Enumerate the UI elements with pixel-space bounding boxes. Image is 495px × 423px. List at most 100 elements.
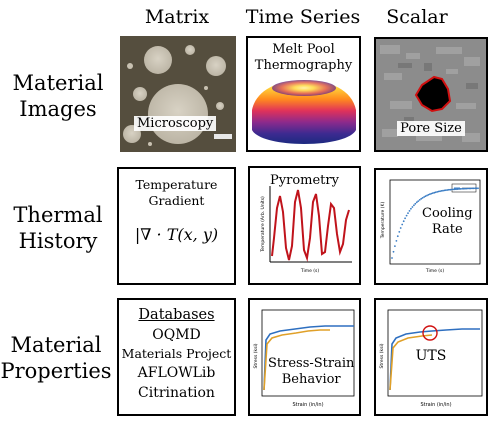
pyrometry-cell: Temperature (Arb. Units) Time (s) Pyrome…	[248, 166, 361, 285]
cooling-point	[449, 188, 452, 191]
cooling-point	[405, 214, 408, 217]
cooling-point	[423, 196, 425, 198]
cooling-point	[440, 190, 443, 192]
database-oqmd: OQMD	[152, 327, 201, 343]
row-label-line: History	[18, 229, 98, 253]
uts-plot: Strain (in/in) Stress (ksi)	[379, 309, 483, 408]
cooling-point	[429, 193, 431, 196]
pyrometry-plot: Temperature (Arb. Units) Time (s)	[260, 186, 352, 274]
row-label-thermal-history: Thermal History	[2, 202, 114, 254]
cooling-point	[396, 235, 399, 238]
stress-strain-y-axis-label: Stress (ksi)	[253, 343, 259, 368]
cooling-point	[426, 194, 428, 197]
cooling-point	[443, 189, 446, 192]
temperature-gradient-cell: Temperature Gradient |∇ · T(x, y)	[117, 167, 236, 285]
cooling-point	[468, 187, 471, 190]
cooling-point	[450, 188, 453, 191]
cooling-point	[424, 195, 427, 198]
cooling-rate-cell: Temperature (K) Time (s) Cooling Rate	[374, 168, 488, 285]
cooling-point	[465, 187, 468, 190]
cooling-point	[475, 187, 478, 190]
pore-size-label: Pore Size	[397, 121, 465, 136]
row-label-line: Material	[12, 71, 104, 95]
cooling-point	[455, 188, 457, 191]
cooling-x-axis-label: Time (s)	[425, 268, 445, 274]
cooling-point	[453, 188, 456, 191]
cooling-point	[439, 190, 441, 193]
pyrometry-line	[271, 189, 350, 262]
pyrometry-x-axis-label: Time (s)	[300, 268, 320, 274]
database-materials-project: Materials Project	[121, 346, 232, 361]
cooling-point	[434, 191, 437, 194]
cooling-point	[437, 190, 440, 193]
thermography-cell: Melt Pool Thermography	[246, 36, 361, 152]
row-label-line: Material	[10, 333, 102, 357]
cooling-label-line2: Rate	[431, 222, 463, 237]
databases-cell: Databases OQMD Materials Project AFLOWLi…	[117, 298, 236, 416]
cooling-point	[417, 200, 420, 202]
cooling-label-line1: Cooling	[422, 206, 473, 221]
microscopy-label: Microscopy	[134, 116, 217, 131]
stress-strain-label-line1: Stress-Strain	[268, 356, 355, 371]
column-header-matrix: Matrix	[144, 6, 210, 28]
cooling-point	[394, 245, 396, 247]
cooling-point	[442, 189, 444, 192]
cooling-point	[398, 231, 401, 233]
column-header-scalar: Scalar	[386, 6, 448, 28]
cooling-point	[399, 227, 402, 229]
stress-strain-cell: Strain (in/in) Stress (ksi) Stress-Strai…	[248, 298, 361, 416]
cooling-point	[415, 201, 418, 204]
cooling-point	[436, 191, 439, 193]
databases-title: Databases	[138, 307, 215, 323]
cooling-point	[445, 189, 447, 192]
thermography-image	[252, 80, 356, 144]
column-header-time-series: Time Series	[245, 6, 361, 28]
uts-marker-circle	[422, 325, 438, 341]
row-label-material-properties: Material Properties	[0, 332, 112, 384]
cooling-point	[466, 187, 469, 190]
database-aflowlib: AFLOWLib	[137, 365, 216, 381]
cooling-points	[391, 187, 479, 259]
thermography-label-line1: Melt Pool	[272, 42, 335, 57]
cooling-point	[433, 191, 436, 194]
cooling-rate-plot: Temperature (K) Time (s)	[380, 179, 481, 274]
cooling-point	[408, 210, 411, 212]
cooling-point	[391, 257, 393, 259]
microscopy-image-cell: Microscopy	[120, 36, 236, 152]
cooling-point	[411, 206, 414, 208]
row-label-line: Thermal	[13, 203, 103, 227]
cooling-point	[464, 187, 466, 190]
cooling-point	[401, 223, 404, 226]
cooling-point	[430, 192, 433, 195]
cooling-point	[477, 187, 479, 190]
cooling-point	[404, 217, 406, 220]
gradient-formula: |∇ · T(x, y)	[134, 225, 219, 244]
database-citrination: Citrination	[138, 385, 215, 401]
cooling-point	[414, 202, 417, 205]
cooling-point	[474, 187, 476, 190]
cooling-point	[402, 220, 405, 223]
cooling-point	[395, 240, 398, 242]
gradient-label-line1: Temperature	[135, 177, 218, 192]
row-label-line: Properties	[0, 359, 112, 383]
stress-strain-x-axis-label: Strain (in/in)	[292, 402, 323, 408]
cooling-point	[471, 187, 474, 190]
row-label-material-images: Material Images	[2, 70, 114, 122]
gradient-label-line2: Gradient	[148, 193, 205, 208]
cooling-point	[452, 188, 455, 191]
cooling-point	[407, 212, 409, 214]
cooling-point	[458, 188, 460, 190]
stress-strain-plot: Strain (in/in) Stress (ksi)	[253, 309, 355, 408]
cooling-point	[413, 204, 415, 207]
uts-cell: Strain (in/in) Stress (ksi) UTS	[374, 298, 488, 416]
cooling-point	[459, 188, 462, 190]
pore-outline	[414, 75, 452, 113]
uts-label: UTS	[415, 348, 447, 364]
cooling-point	[410, 207, 412, 210]
cooling-y-axis-label: Temperature (K)	[380, 202, 386, 240]
cooling-point	[427, 193, 430, 196]
cooling-point	[469, 187, 472, 190]
uts-x-axis-label: Strain (in/in)	[420, 402, 451, 408]
pyrometry-label: Pyrometry	[270, 173, 339, 188]
cooling-point	[431, 192, 434, 194]
